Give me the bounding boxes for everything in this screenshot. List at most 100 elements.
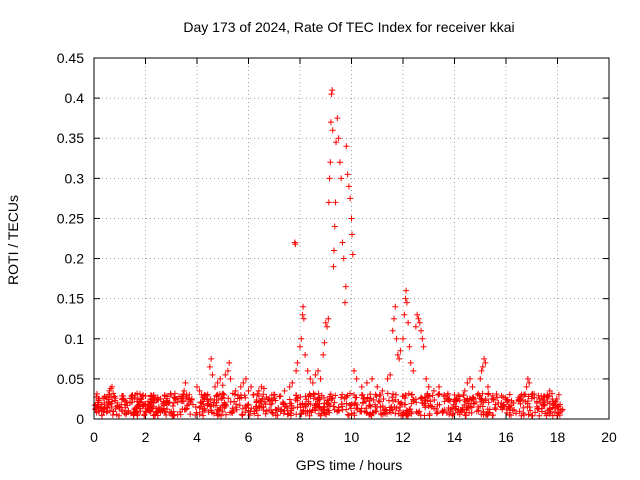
data-point bbox=[182, 379, 189, 386]
baseline-point bbox=[338, 401, 345, 408]
baseline-point bbox=[402, 395, 409, 402]
baseline-point bbox=[172, 396, 179, 403]
baseline-point bbox=[252, 403, 259, 410]
baseline-point bbox=[159, 408, 166, 415]
baseline-point bbox=[449, 412, 456, 419]
baseline-point bbox=[413, 399, 420, 406]
baseline-point bbox=[490, 397, 497, 404]
data-point bbox=[401, 311, 408, 318]
data-point bbox=[96, 407, 103, 414]
data-point bbox=[349, 231, 356, 238]
baseline-point bbox=[153, 409, 160, 416]
data-point bbox=[312, 371, 319, 378]
data-point bbox=[441, 391, 448, 398]
baseline-point bbox=[211, 410, 218, 417]
baseline-point bbox=[253, 399, 260, 406]
baseline-point bbox=[465, 400, 472, 407]
baseline-point bbox=[444, 390, 451, 397]
baseline-point bbox=[110, 408, 117, 415]
baseline-point bbox=[100, 406, 107, 413]
data-point bbox=[212, 383, 219, 390]
baseline-point bbox=[263, 408, 270, 415]
baseline-point bbox=[339, 391, 346, 398]
baseline-point bbox=[298, 408, 305, 415]
data-point bbox=[419, 335, 426, 342]
baseline-point bbox=[524, 398, 531, 405]
data-point bbox=[344, 171, 351, 178]
baseline-band bbox=[92, 390, 565, 419]
baseline-point bbox=[216, 406, 223, 413]
data-point bbox=[412, 323, 419, 330]
baseline-point bbox=[379, 403, 386, 410]
baseline-point bbox=[536, 412, 543, 419]
baseline-point bbox=[380, 407, 387, 414]
data-point bbox=[293, 367, 300, 374]
baseline-point bbox=[131, 406, 138, 413]
baseline-point bbox=[260, 391, 267, 398]
baseline-point bbox=[293, 392, 300, 399]
data-point bbox=[347, 195, 354, 202]
baseline-point bbox=[147, 406, 154, 413]
baseline-point bbox=[262, 400, 269, 407]
baseline-point bbox=[358, 405, 365, 412]
data-point bbox=[260, 385, 267, 392]
data-point bbox=[248, 383, 255, 390]
baseline-point bbox=[436, 401, 443, 408]
baseline-point bbox=[200, 412, 207, 419]
baseline-point bbox=[136, 391, 143, 398]
baseline-point bbox=[242, 403, 249, 410]
baseline-point bbox=[277, 408, 284, 415]
baseline-point bbox=[115, 412, 122, 419]
data-point bbox=[321, 339, 328, 346]
data-point bbox=[327, 119, 334, 126]
baseline-point bbox=[502, 394, 509, 401]
baseline-point bbox=[233, 401, 240, 408]
data-point bbox=[165, 399, 172, 406]
data-point bbox=[145, 398, 152, 405]
y-tick-label: 0.1 bbox=[65, 331, 85, 347]
baseline-point bbox=[171, 412, 178, 419]
baseline-point bbox=[372, 401, 379, 408]
data-point bbox=[209, 371, 216, 378]
data-point bbox=[326, 175, 333, 182]
data-point bbox=[451, 391, 458, 398]
baseline-point bbox=[440, 408, 447, 415]
baseline-point bbox=[360, 395, 367, 402]
baseline-point bbox=[268, 407, 275, 414]
baseline-point bbox=[179, 398, 186, 405]
data-point bbox=[110, 390, 117, 397]
baseline-point bbox=[408, 400, 415, 407]
y-tick-label: 0.45 bbox=[57, 50, 84, 66]
baseline-point bbox=[475, 403, 482, 410]
baseline-point bbox=[286, 396, 293, 403]
data-point bbox=[114, 399, 121, 406]
data-point bbox=[340, 255, 347, 262]
data-point bbox=[379, 387, 386, 394]
data-point bbox=[415, 315, 422, 322]
baseline-point bbox=[246, 412, 253, 419]
baseline-point bbox=[520, 404, 527, 411]
baseline-point bbox=[466, 396, 473, 403]
baseline-point bbox=[245, 401, 252, 408]
data-point bbox=[302, 351, 309, 358]
data-point bbox=[320, 351, 327, 358]
data-point bbox=[116, 403, 123, 410]
baseline-point bbox=[294, 395, 301, 402]
baseline-point bbox=[331, 406, 338, 413]
data-point bbox=[456, 393, 463, 400]
baseline-point bbox=[325, 407, 332, 414]
data-point bbox=[150, 399, 157, 406]
baseline-point bbox=[193, 409, 200, 416]
data-point bbox=[245, 387, 252, 394]
x-tick-label: 18 bbox=[550, 429, 566, 445]
baseline-point bbox=[155, 404, 162, 411]
baseline-point bbox=[343, 400, 350, 407]
baseline-point bbox=[422, 404, 429, 411]
baseline-point bbox=[471, 400, 478, 407]
baseline-point bbox=[525, 393, 532, 400]
data-point bbox=[188, 395, 195, 402]
data-point bbox=[387, 371, 394, 378]
x-tick-label: 10 bbox=[344, 429, 360, 445]
data-point bbox=[430, 387, 437, 394]
baseline-point bbox=[268, 400, 275, 407]
